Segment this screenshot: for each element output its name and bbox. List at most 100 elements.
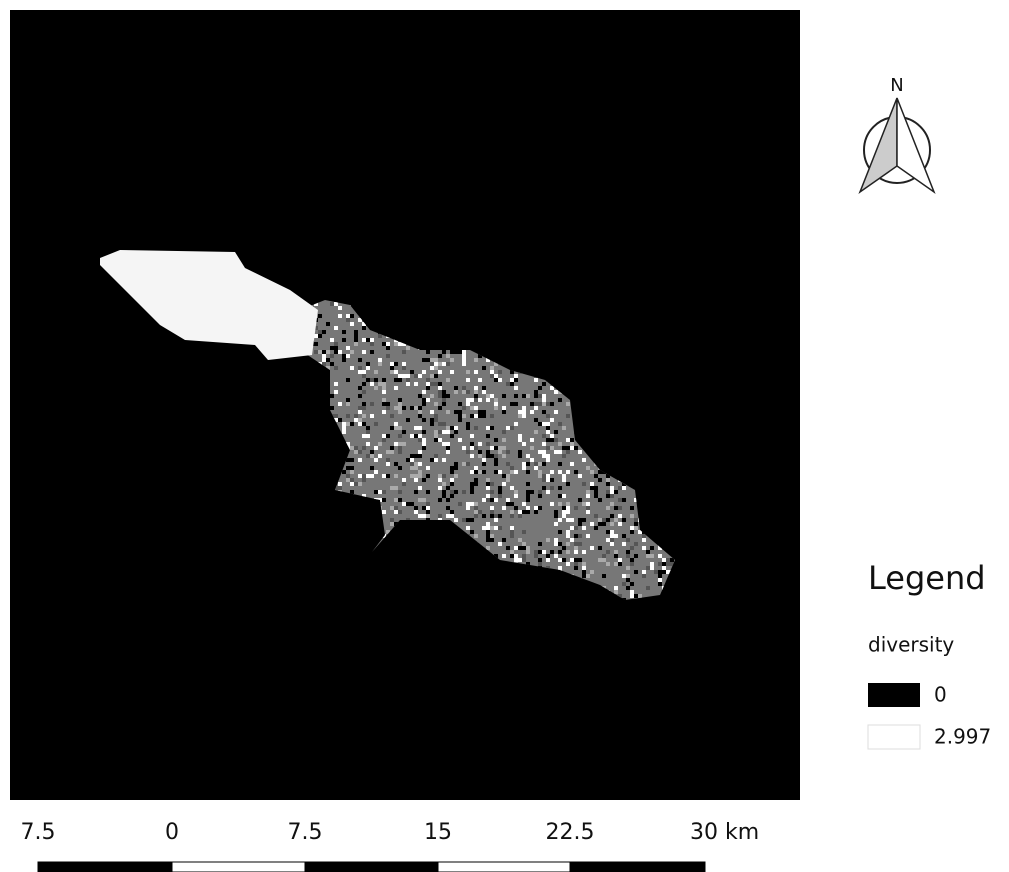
- raster-cell: [610, 494, 614, 498]
- raster-cell: [586, 534, 590, 538]
- raster-cell: [450, 490, 454, 494]
- raster-cell: [490, 514, 494, 518]
- raster-cell: [522, 466, 526, 470]
- raster-cell: [566, 450, 570, 454]
- raster-cell: [350, 350, 354, 354]
- raster-cell: [542, 486, 546, 490]
- raster-cell: [466, 426, 470, 430]
- raster-cell: [662, 558, 666, 562]
- raster-cell: [518, 510, 522, 514]
- raster-cell: [558, 450, 562, 454]
- raster-cell: [486, 442, 490, 446]
- raster-cell: [554, 538, 558, 542]
- raster-cell: [634, 554, 638, 558]
- raster-cell: [574, 534, 578, 538]
- raster-cell: [374, 370, 378, 374]
- legend-swatch: [868, 725, 920, 749]
- raster-cell: [474, 482, 478, 486]
- raster-cell: [514, 506, 518, 510]
- raster-cell: [522, 558, 526, 562]
- raster-cell: [442, 494, 446, 498]
- raster-cell: [566, 470, 570, 474]
- raster-cell: [418, 498, 422, 502]
- raster-cell: [514, 494, 518, 498]
- raster-cell: [538, 422, 542, 426]
- raster-cell: [346, 378, 350, 382]
- raster-cell: [622, 582, 626, 586]
- raster-cell: [350, 466, 354, 470]
- raster-cell: [562, 454, 566, 458]
- raster-cell: [434, 362, 438, 366]
- raster-cell: [446, 410, 450, 414]
- raster-cell: [362, 446, 366, 450]
- raster-cell: [350, 458, 354, 462]
- raster-cell: [566, 530, 570, 534]
- raster-cell: [338, 486, 342, 490]
- raster-cell: [542, 382, 546, 386]
- raster-cell: [406, 382, 410, 386]
- raster-cell: [458, 418, 462, 422]
- raster-cell: [534, 390, 538, 394]
- raster-cell: [470, 434, 474, 438]
- raster-cell: [530, 438, 534, 442]
- raster-cell: [538, 394, 542, 398]
- raster-cell: [486, 450, 490, 454]
- raster-cell: [358, 410, 362, 414]
- raster-cell: [494, 526, 498, 530]
- raster-cell: [590, 486, 594, 490]
- raster-cell: [450, 426, 454, 430]
- raster-cell: [646, 554, 650, 558]
- raster-cell: [446, 486, 450, 490]
- raster-cell: [414, 490, 418, 494]
- raster-cell: [458, 438, 462, 442]
- raster-cell: [614, 554, 618, 558]
- raster-cell: [474, 390, 478, 394]
- raster-cell: [390, 450, 394, 454]
- raster-cell: [494, 514, 498, 518]
- raster-cell: [534, 430, 538, 434]
- scale-label: 7.5: [21, 820, 56, 845]
- raster-cell: [598, 558, 602, 562]
- raster-cell: [502, 454, 506, 458]
- raster-cell: [446, 442, 450, 446]
- raster-cell: [526, 494, 530, 498]
- raster-cell: [434, 458, 438, 462]
- raster-cell: [406, 418, 410, 422]
- raster-cell: [630, 594, 634, 598]
- raster-cell: [530, 402, 534, 406]
- raster-cell: [534, 506, 538, 510]
- raster-cell: [514, 422, 518, 426]
- raster-cell: [622, 518, 626, 522]
- raster-cell: [566, 510, 570, 514]
- raster-cell: [426, 490, 430, 494]
- raster-cell: [626, 538, 630, 542]
- raster-cell: [482, 470, 486, 474]
- raster-cell: [314, 342, 318, 346]
- raster-cell: [422, 358, 426, 362]
- raster-cell: [354, 338, 358, 342]
- raster-cell: [622, 542, 626, 546]
- raster-cell: [518, 538, 522, 542]
- raster-cell: [446, 394, 450, 398]
- raster-cell: [582, 502, 586, 506]
- raster-cell: [630, 546, 634, 550]
- raster-cell: [478, 442, 482, 446]
- raster-cell: [490, 510, 494, 514]
- raster-cell: [438, 486, 442, 490]
- raster-cell: [570, 518, 574, 522]
- raster-cell: [630, 506, 634, 510]
- raster-cell: [582, 550, 586, 554]
- raster-cell: [342, 422, 346, 426]
- raster-cell: [522, 394, 526, 398]
- raster-cell: [330, 354, 334, 358]
- raster-cell: [470, 442, 474, 446]
- legend-item-label: 2.997: [934, 725, 991, 749]
- raster-cell: [370, 338, 374, 342]
- raster-cell: [542, 402, 546, 406]
- raster-cell: [342, 430, 346, 434]
- raster-cell: [318, 334, 322, 338]
- raster-cell: [346, 346, 350, 350]
- raster-cell: [634, 526, 638, 530]
- raster-cell: [546, 478, 550, 482]
- raster-cell: [418, 414, 422, 418]
